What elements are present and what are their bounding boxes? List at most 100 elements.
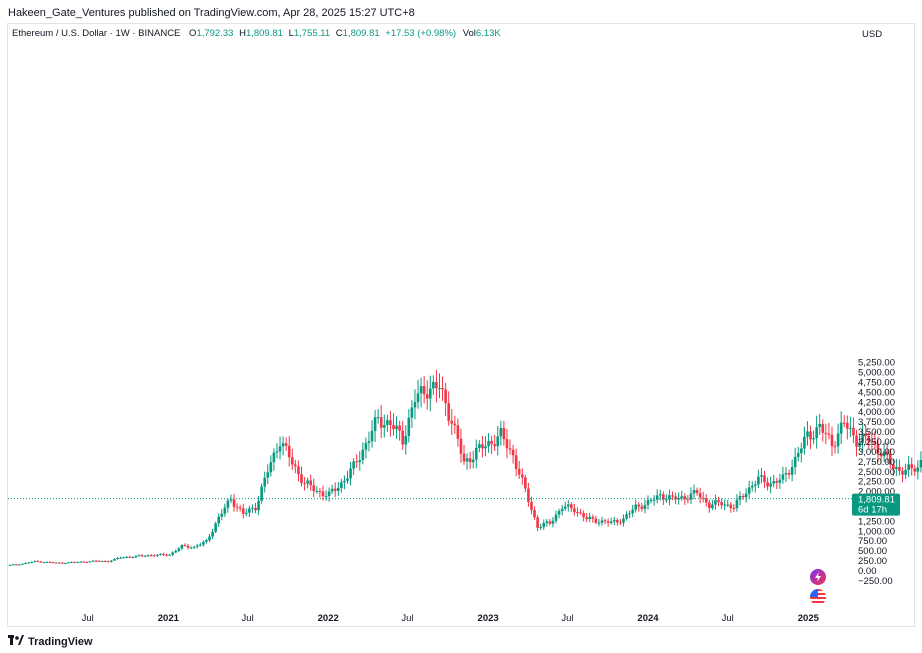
candle-body	[370, 430, 374, 442]
high-label: H	[239, 28, 246, 39]
candle-body	[916, 467, 920, 472]
candle-body	[803, 436, 806, 449]
candle-body	[444, 389, 447, 404]
candle-body	[726, 504, 730, 506]
y-tick-label: 500.00	[858, 546, 887, 557]
candle-body	[714, 500, 717, 505]
candle-body	[110, 560, 113, 562]
candle-body	[11, 564, 15, 566]
candle-body	[919, 459, 922, 468]
candle-body	[839, 422, 843, 434]
y-tick-label: 4,750.00	[858, 377, 895, 388]
candle-body	[781, 474, 785, 480]
candle-body	[73, 562, 76, 564]
candle-body	[131, 557, 135, 559]
candle-body	[67, 562, 70, 564]
candle-body	[545, 521, 549, 524]
y-tick-label: 5,000.00	[858, 368, 895, 379]
candle-body	[330, 488, 334, 492]
candle-body	[671, 495, 674, 497]
candle-body	[741, 495, 745, 498]
candle-body	[901, 470, 904, 475]
candle-body	[199, 544, 202, 546]
candle-body	[704, 498, 708, 503]
candle-body	[895, 466, 898, 470]
candle-body	[64, 563, 67, 565]
candle-body	[738, 495, 742, 500]
candle-body	[428, 388, 432, 399]
y-tick-label: 3,250.00	[858, 437, 895, 448]
candle-body	[560, 508, 564, 512]
candle-body	[315, 491, 319, 493]
candle-body	[162, 553, 165, 555]
candle-body	[122, 557, 125, 559]
candle-body	[407, 417, 411, 436]
candle-body	[913, 468, 917, 472]
candle-body	[646, 500, 650, 505]
candle-body	[275, 451, 279, 453]
candle-body	[849, 427, 852, 429]
candle-body	[290, 457, 294, 465]
candle-body	[729, 504, 733, 508]
candle-body	[573, 508, 576, 513]
candle-body	[119, 557, 122, 559]
candle-body	[720, 502, 723, 506]
candle-body	[42, 562, 46, 564]
x-tick-label: Jul	[401, 613, 413, 624]
candle-body	[867, 435, 871, 442]
candle-body	[438, 387, 441, 389]
candle-body	[297, 466, 300, 475]
candle-body	[272, 452, 276, 463]
candle-body	[205, 540, 208, 542]
candle-body	[125, 556, 129, 558]
y-tick-label: 4,500.00	[858, 387, 895, 398]
lightning-icon[interactable]	[810, 569, 826, 585]
candle-body	[508, 448, 512, 450]
candle-body	[309, 480, 312, 486]
candle-body	[149, 555, 153, 557]
candle-body	[821, 423, 825, 433]
us-flag-icon[interactable]	[810, 589, 826, 605]
y-tick-label: 2,250.00	[858, 477, 895, 488]
candle-body	[324, 496, 328, 498]
candle-body	[622, 518, 625, 523]
candle-body	[885, 451, 889, 454]
candle-body	[343, 480, 346, 483]
candle-body	[143, 555, 147, 557]
candle-body	[517, 468, 521, 475]
candle-body	[367, 441, 371, 443]
candle-body	[395, 425, 398, 430]
candle-body	[33, 560, 37, 562]
candle-body	[628, 513, 631, 515]
candle-body	[557, 511, 561, 515]
candle-body	[88, 561, 92, 563]
candle-body	[45, 561, 49, 563]
candle-body	[812, 438, 815, 440]
candle-body	[879, 453, 883, 457]
candle-body	[766, 482, 769, 487]
candle-body	[223, 507, 227, 514]
candle-body	[294, 464, 297, 467]
candle-body	[597, 522, 601, 524]
candle-body	[499, 428, 503, 437]
candle-body	[824, 432, 828, 434]
candle-body	[30, 561, 33, 563]
candle-body	[551, 520, 555, 524]
y-tick-label: −250.00	[858, 576, 893, 587]
candle-body	[15, 564, 18, 566]
candle-body	[496, 436, 500, 447]
candle-body	[447, 403, 450, 421]
tradingview-logo-icon	[8, 635, 24, 648]
candle-body	[260, 486, 263, 501]
candle-body	[245, 512, 248, 514]
candle-body	[606, 521, 610, 523]
candle-body	[815, 427, 818, 439]
candle-body	[836, 433, 840, 447]
candle-body	[306, 480, 309, 484]
candle-body	[585, 517, 588, 520]
candle-body	[570, 504, 573, 509]
y-tick-label: 5,250.00	[858, 358, 895, 369]
candle-body	[392, 424, 395, 430]
candle-body	[619, 522, 622, 524]
